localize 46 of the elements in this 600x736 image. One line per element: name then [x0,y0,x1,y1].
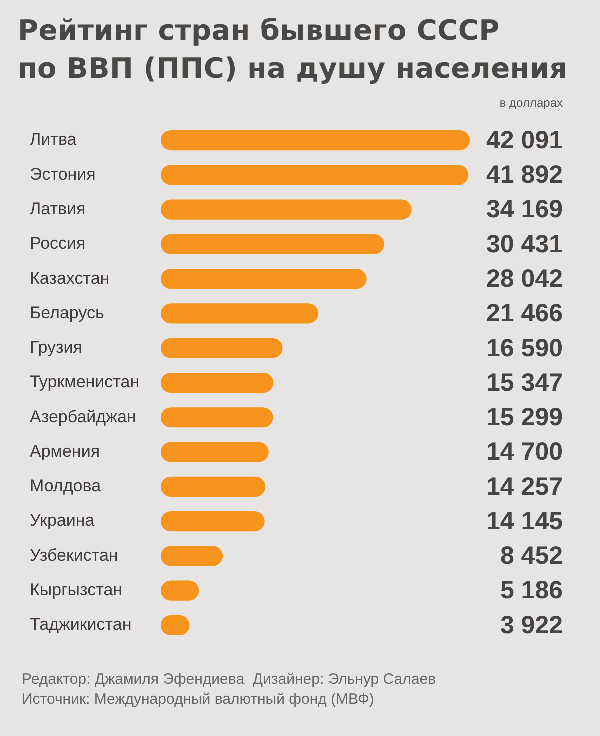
data-label: 8 452 [500,542,563,570]
y-tick-label: Азербайджан [30,407,136,426]
y-tick-label: Украина [30,511,96,530]
data-label: 41 892 [486,161,563,190]
bar [161,130,470,151]
y-tick-label: Таджикистан [30,615,132,634]
data-label: 30 431 [486,230,564,258]
data-label: 14 700 [486,438,563,466]
bar [161,408,274,428]
y-tick-label: Туркменистан [30,372,140,392]
bar [161,512,265,532]
y-tick-label: Молдова [30,476,102,496]
y-tick-label: Кыргызстан [30,580,123,600]
text: Источник: Международный валютный фонд (МВФ) [22,690,376,710]
y-tick-label: Эстония [30,164,96,184]
y-tick-label: Беларусь [30,303,104,322]
data-label: 21 466 [486,300,563,328]
bar [161,234,384,254]
data-label: 34 169 [486,196,563,224]
data-label: 16 590 [486,334,563,362]
data-label: 15 299 [486,404,563,432]
y-tick-label: Казахстан [30,268,110,288]
bar [161,338,283,358]
y-tick-label: Литва [30,130,78,150]
data-label: 28 042 [486,264,563,293]
data-label: 14 257 [486,472,563,501]
text: в долларах [500,96,563,110]
y-tick-label: Грузия [30,338,83,358]
text: Редактор: Джамиля Эфендиева Дизайнер: Эльнур Салаев [22,670,436,690]
bar [161,200,412,220]
data-label: 3 922 [500,611,563,640]
data-label: 15 347 [486,368,563,397]
y-tick-label: Узбекистан [30,546,118,565]
y-tick-label: Армения [30,442,100,461]
bar [161,372,274,394]
bar [161,476,266,497]
y-tick-label: Россия [30,234,86,254]
chart-title: Рейтинг стран бывшего СССР по ВВП (ППС) на душу населения [18,13,569,87]
bar [161,304,319,324]
bar [161,269,367,290]
data-label: 42 091 [486,126,564,154]
data-label: 5 186 [500,576,563,605]
bar [161,165,469,186]
y-tick-label: Латвия [30,199,86,218]
bar [161,442,269,462]
data-label: 14 145 [486,507,564,536]
